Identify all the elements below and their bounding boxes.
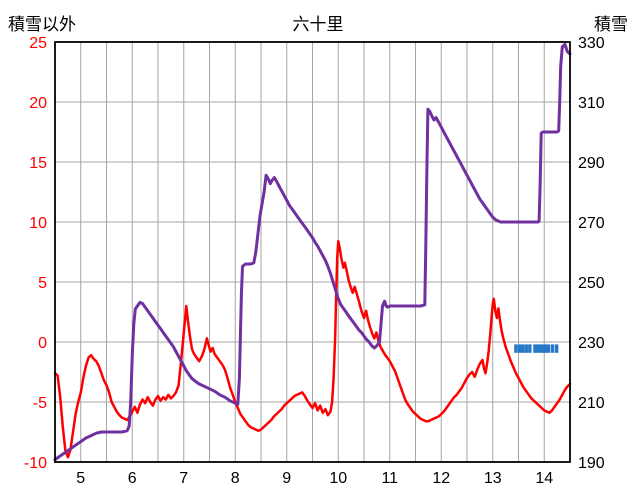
y-left-tick-label: 10 bbox=[29, 215, 47, 232]
y-left-tick-label: 5 bbox=[38, 275, 47, 292]
purple-line bbox=[53, 42, 572, 462]
y-right-tick-label: 250 bbox=[578, 275, 605, 292]
y-right-tick-label: 290 bbox=[578, 155, 605, 172]
y-left-tick-label: -10 bbox=[24, 455, 47, 472]
left-axis-title: 積雪以外 bbox=[8, 15, 76, 34]
y-left-tick-label: 15 bbox=[29, 155, 47, 172]
x-tick-label: 6 bbox=[128, 470, 137, 487]
x-tick-label: 10 bbox=[329, 470, 347, 487]
y-right-tick-label: 190 bbox=[578, 455, 605, 472]
plot-border bbox=[54, 41, 571, 463]
x-tick-label: 9 bbox=[282, 470, 291, 487]
y-right-tick-label: 230 bbox=[578, 335, 605, 352]
x-tick-label: 8 bbox=[231, 470, 240, 487]
y-left-tick-label: 25 bbox=[29, 35, 47, 52]
x-tick-label: 7 bbox=[179, 470, 188, 487]
y-right-tick-label: 210 bbox=[578, 395, 605, 412]
right-axis-title: 積雪 bbox=[594, 15, 628, 34]
y-right-tick-label: 270 bbox=[578, 215, 605, 232]
y-left-tick-label: 20 bbox=[29, 95, 47, 112]
y-left-tick-label: 0 bbox=[38, 335, 47, 352]
y-right-tick-label: 330 bbox=[578, 35, 605, 52]
x-tick-label: 5 bbox=[76, 470, 85, 487]
x-tick-label: 14 bbox=[535, 470, 553, 487]
y-right-tick-label: 310 bbox=[578, 95, 605, 112]
chart-title: 六十里 bbox=[292, 15, 344, 34]
y-left-tick-label: -5 bbox=[33, 395, 47, 412]
x-tick-label: 13 bbox=[484, 470, 502, 487]
red-line bbox=[53, 239, 572, 459]
x-tick-label: 11 bbox=[381, 470, 398, 487]
x-tick-label: 12 bbox=[432, 470, 450, 487]
